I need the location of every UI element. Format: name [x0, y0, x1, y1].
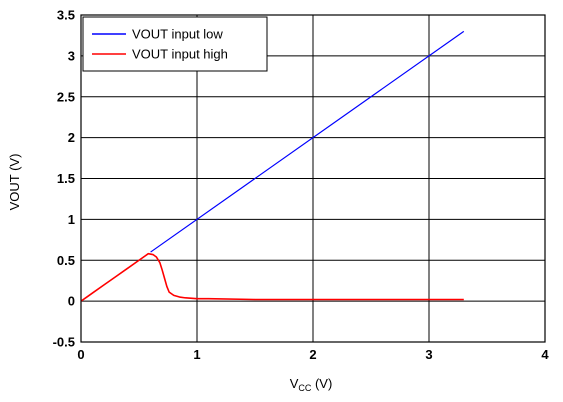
y-tick-label: -0.5 [53, 335, 75, 350]
x-tick-label: 4 [541, 347, 549, 362]
y-tick-label: 0 [68, 294, 75, 309]
x-axis-title: VCC (V) [290, 376, 333, 393]
x-tick-label: 3 [425, 347, 432, 362]
series-line-1 [150, 30, 465, 253]
y-tick-label: 0.5 [57, 253, 75, 268]
legend-label-1: VOUT input low [132, 27, 223, 42]
y-axis-title: VOUT (V) [7, 154, 22, 211]
y-tick-label: 3.5 [57, 8, 75, 23]
y-tick-label: 2.5 [57, 89, 75, 104]
x-tick-label: 2 [309, 347, 316, 362]
x-tick-label: 1 [193, 347, 200, 362]
y-tick-label: 1 [68, 212, 75, 227]
legend-box [82, 16, 268, 72]
y-tick-label: 3 [68, 48, 75, 63]
plot-frame [80, 14, 546, 343]
series-line-2 [80, 252, 464, 302]
legend-label-2: VOUT input high [132, 47, 228, 62]
y-tick-label: 2 [68, 130, 75, 145]
y-tick-label: 1.5 [57, 171, 75, 186]
x-tick-label: 0 [77, 347, 84, 362]
